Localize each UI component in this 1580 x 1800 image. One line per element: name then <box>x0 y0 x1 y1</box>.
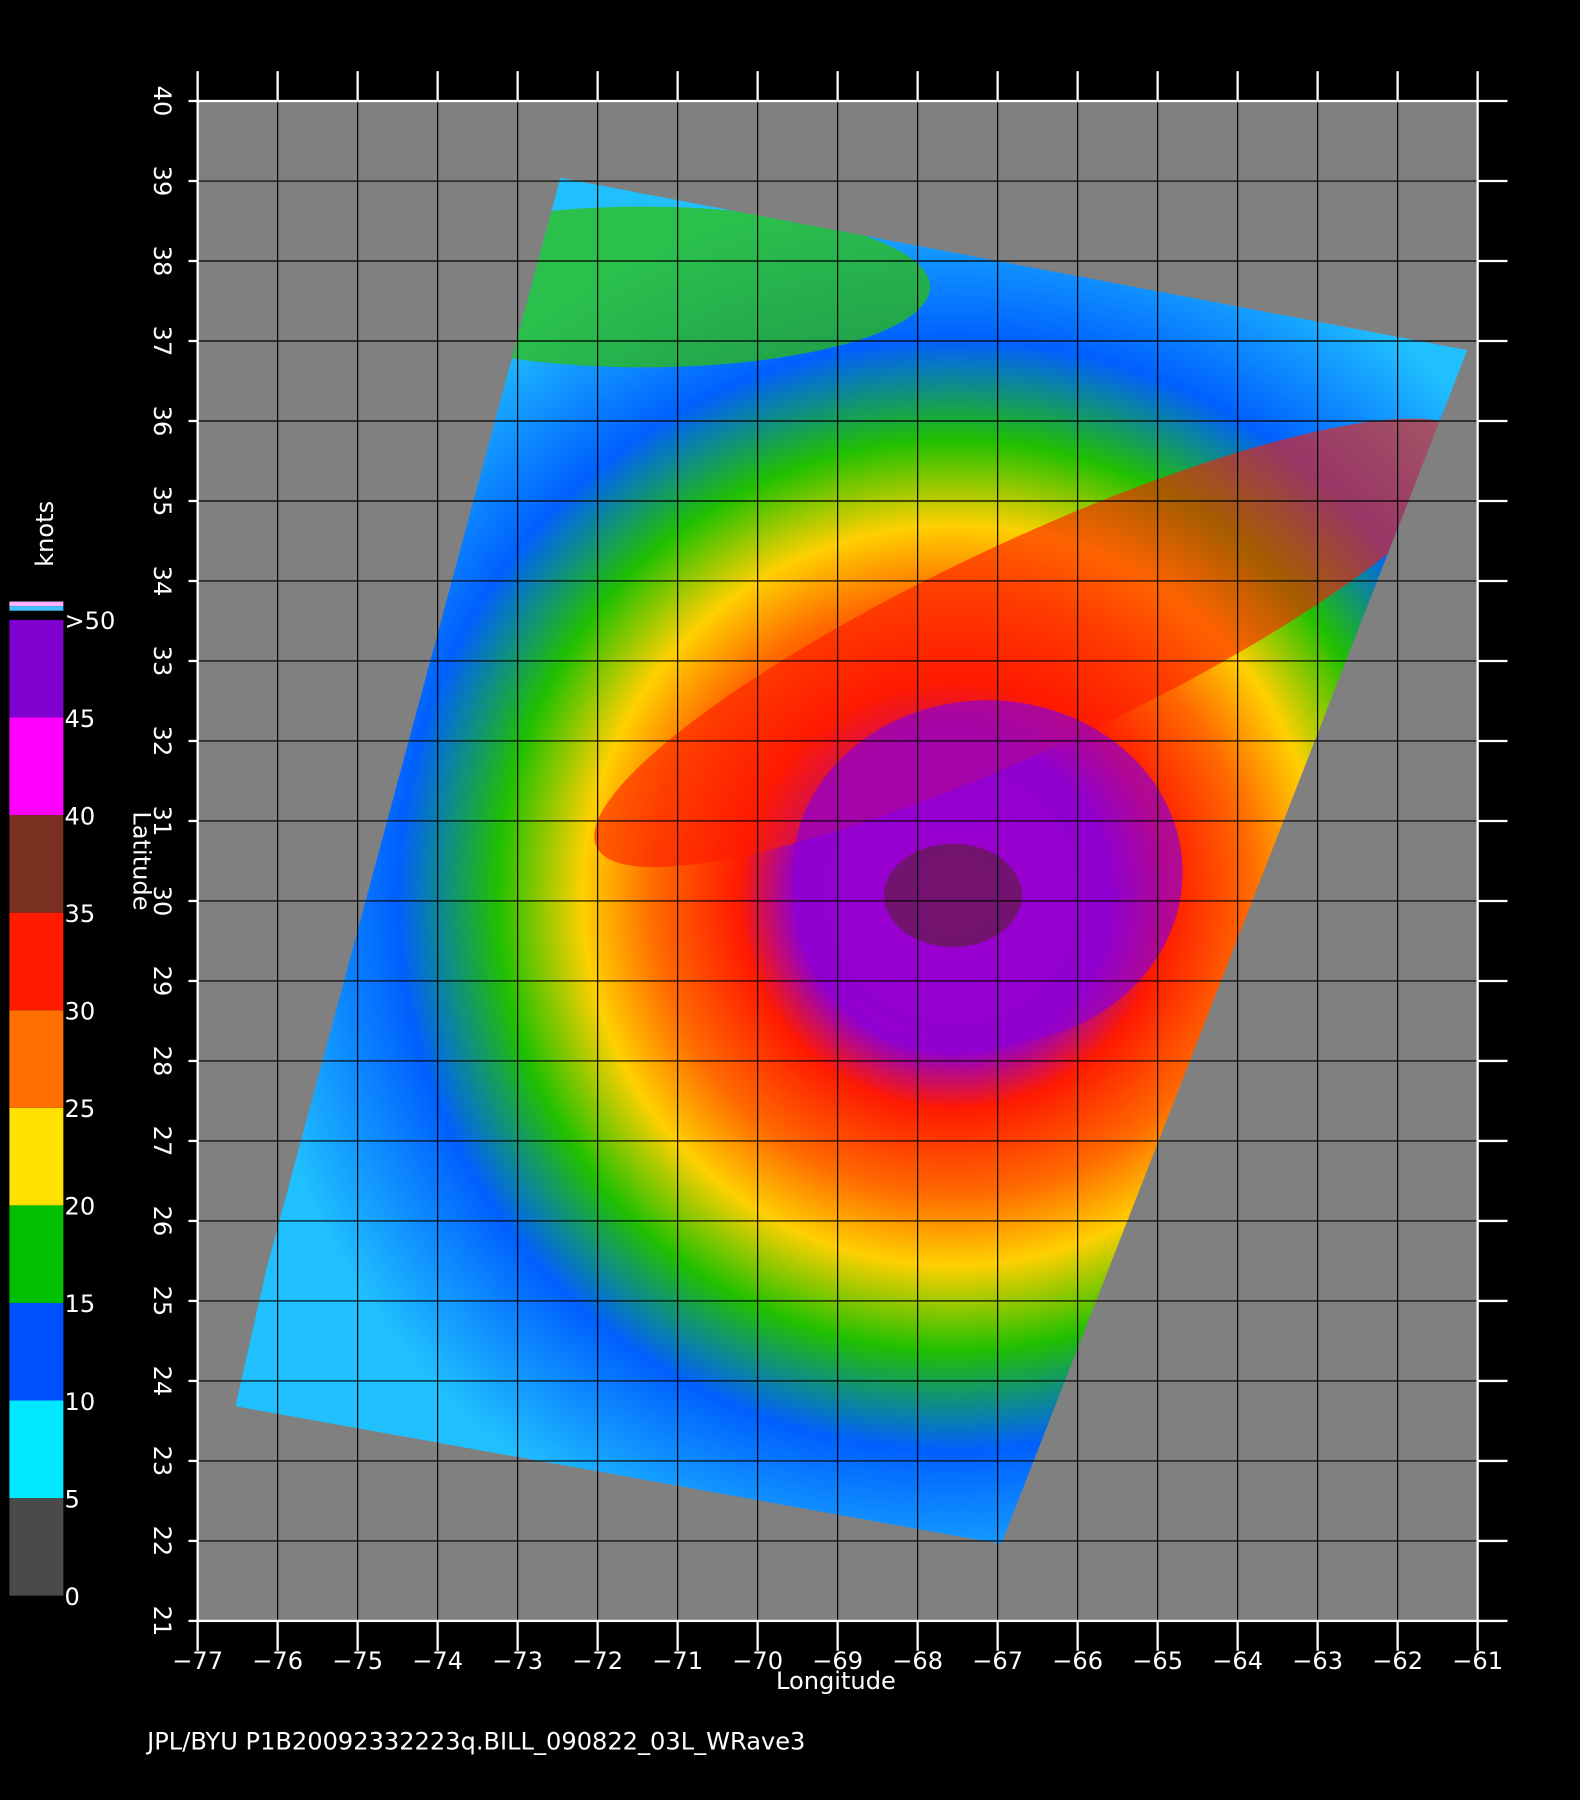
plot-frame <box>196 99 1479 1623</box>
footer: JPL/BYU P1B20092332223q.BILL_090822_03L_… <box>145 1728 805 1756</box>
colorbar-tick-label: >50 <box>64 607 115 635</box>
y-tick-label: 28 <box>148 1046 176 1077</box>
y-tick-label: 33 <box>148 646 176 677</box>
x-tick-label: −77 <box>172 1647 223 1675</box>
x-tick-label: −71 <box>652 1647 703 1675</box>
x-axis-label: Longitude <box>776 1667 896 1695</box>
y-tick-label: 40 <box>148 86 176 117</box>
colorbar-tick-label: 20 <box>64 1193 95 1221</box>
x-tick-label: −76 <box>252 1647 303 1675</box>
colorbar: 0 5 10 15 20 25 30 35 40 45 >50 <box>9 601 115 1611</box>
y-tick-label: 32 <box>148 726 176 757</box>
colorbar-segment <box>9 1498 64 1596</box>
x-tick-label: −61 <box>1452 1647 1503 1675</box>
x-tick-label: −68 <box>892 1647 943 1675</box>
y-tick-label: 30 <box>148 886 176 917</box>
colorbar-segment <box>9 619 64 718</box>
y-tick-label: 23 <box>148 1446 176 1477</box>
colorbar-segment <box>9 717 64 816</box>
colorbar-tick-label: 15 <box>64 1290 95 1318</box>
y-tick-label: 35 <box>148 486 176 517</box>
x-tick-label: −73 <box>492 1647 543 1675</box>
colorbar-tick-label: 45 <box>64 705 95 733</box>
x-tick-label: −70 <box>732 1647 783 1675</box>
axes: −77 −76 −75 −74 −73 −72 −71 −70 −69 −68 −67 −66 −65 −… <box>148 71 1508 1675</box>
colorbar-tick-label: 5 <box>64 1485 79 1513</box>
x-tick-label: −67 <box>972 1647 1023 1675</box>
colorbar-segment <box>9 912 64 1011</box>
y-tick-label: 25 <box>148 1286 176 1317</box>
y-tick-label: 26 <box>148 1206 176 1237</box>
x-tick-label: −69 <box>812 1647 863 1675</box>
x-tick-label: −66 <box>1052 1647 1103 1675</box>
y-tick-label: 21 <box>148 1606 176 1637</box>
x-tick-label: −63 <box>1292 1647 1343 1675</box>
x-tick-label: −62 <box>1372 1647 1423 1675</box>
y-tick-label: 27 <box>148 1126 176 1157</box>
y-tick-label: 37 <box>148 326 176 357</box>
colorbar-segment <box>9 815 64 913</box>
colorbar-segment <box>9 1205 64 1303</box>
colorbar-segment <box>9 1010 64 1108</box>
colorbar-cap <box>9 606 64 611</box>
x-tick-label: −74 <box>412 1647 463 1675</box>
colorbar-tick-label: 30 <box>64 998 95 1026</box>
colorbar-tick-label: 25 <box>64 1095 95 1123</box>
y-tick-label: 34 <box>148 566 176 597</box>
y-tick-label: 24 <box>148 1366 176 1397</box>
y-tick-label: 29 <box>148 966 176 997</box>
colorbar-segment <box>9 1302 64 1401</box>
x-tick-label: −65 <box>1132 1647 1183 1675</box>
x-tick-label: −72 <box>572 1647 623 1675</box>
y-tick-label: 36 <box>148 406 176 437</box>
colorbar-tick-label: 40 <box>64 802 95 830</box>
colorbar-segment <box>9 1107 64 1206</box>
colorbar-label: knots <box>31 501 59 567</box>
y-axis-label: Latitude <box>127 811 155 910</box>
y-tick-label: 39 <box>148 166 176 197</box>
y-tick-label: 22 <box>148 1526 176 1557</box>
x-tick-label: −64 <box>1212 1647 1263 1675</box>
y-tick-label: 31 <box>148 806 176 837</box>
colorbar-segment <box>9 1400 64 1499</box>
colorbar-cap <box>9 601 64 607</box>
colorbar-tick-label: 10 <box>64 1388 95 1416</box>
x-tick-label: −75 <box>332 1647 383 1675</box>
y-tick-label: 38 <box>148 246 176 277</box>
colorbar-tick-label: 35 <box>64 900 95 928</box>
colorbar-tick-label: 0 <box>64 1583 79 1611</box>
